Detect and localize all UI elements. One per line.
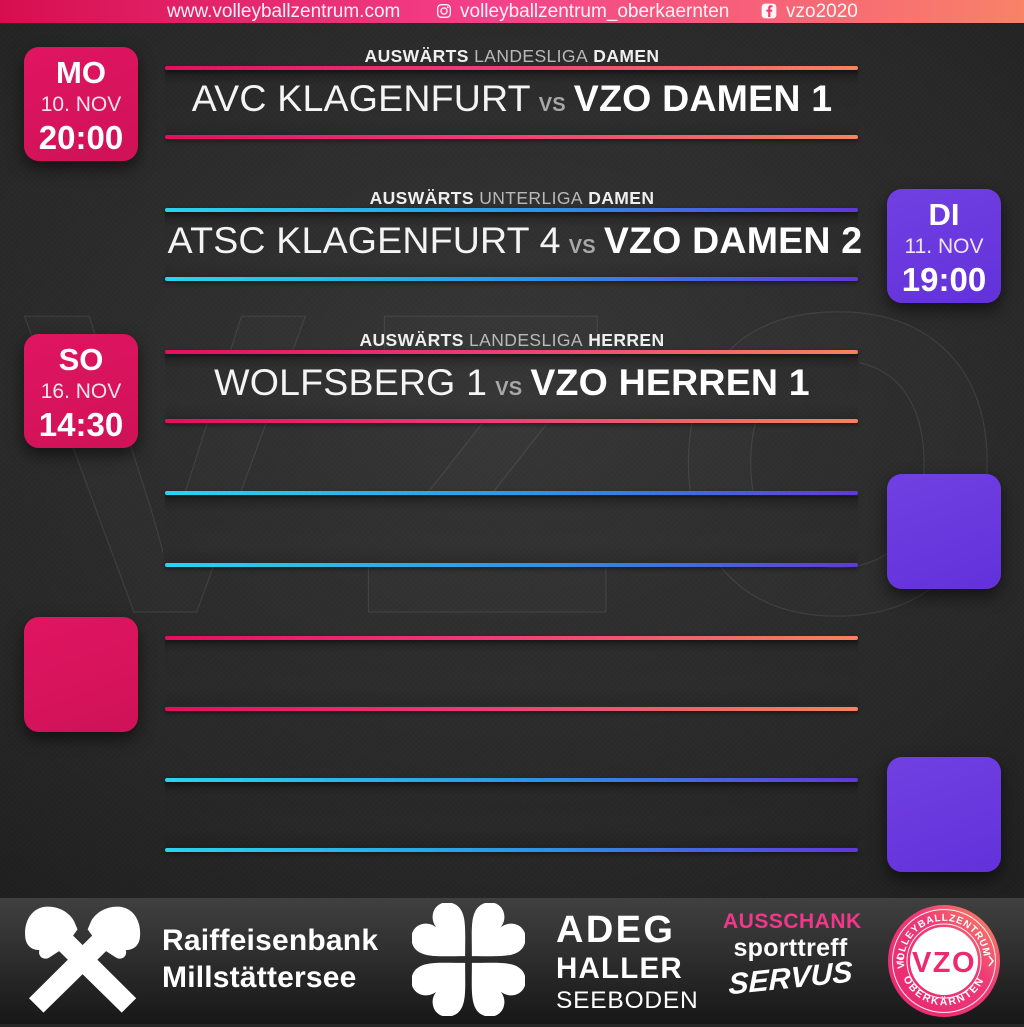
- svg-text:VZO: VZO: [912, 947, 976, 979]
- svg-text:VZO: VZO: [22, 224, 1006, 704]
